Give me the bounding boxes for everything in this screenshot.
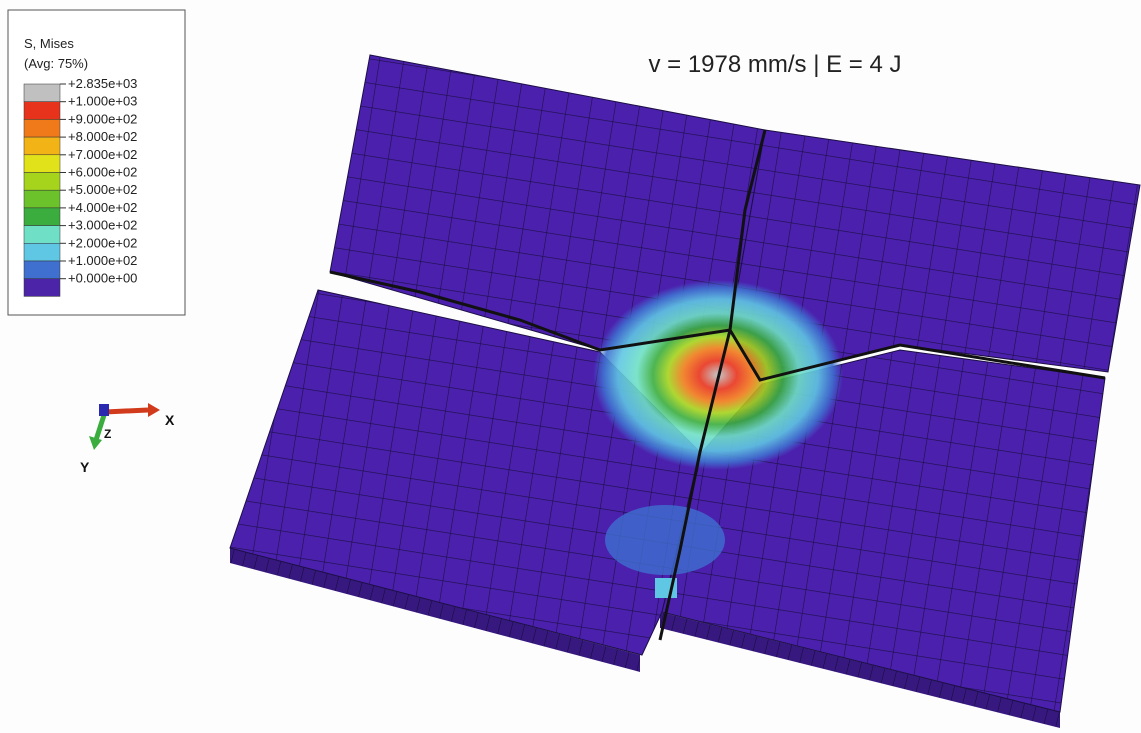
legend-label: +0.000e+00 bbox=[68, 271, 137, 286]
legend-swatch bbox=[24, 137, 60, 155]
legend-label: +7.000e+02 bbox=[68, 147, 137, 162]
legend-swatch bbox=[24, 173, 60, 191]
legend-label: +1.000e+02 bbox=[68, 253, 137, 268]
legend: S, Mises (Avg: 75%) +2.835e+03 +1.000e+03… bbox=[8, 10, 185, 315]
legend-label: +8.000e+02 bbox=[68, 129, 137, 144]
legend-swatch bbox=[24, 208, 60, 226]
stress-field bbox=[605, 505, 725, 575]
triad-label: Z bbox=[104, 427, 111, 441]
legend-swatch bbox=[24, 155, 60, 173]
legend-title: S, Mises bbox=[24, 36, 74, 51]
plate bbox=[230, 55, 1140, 728]
legend-swatch bbox=[24, 226, 60, 244]
legend-label: +2.000e+02 bbox=[68, 235, 137, 250]
legend-swatch bbox=[24, 119, 60, 137]
legend-label: +6.000e+02 bbox=[68, 165, 137, 180]
legend-swatch bbox=[24, 190, 60, 208]
legend-swatch bbox=[24, 102, 60, 120]
legend-label: +5.000e+02 bbox=[68, 182, 137, 197]
axis-triad: X Y Z bbox=[80, 403, 175, 475]
triad-label: X bbox=[165, 412, 175, 428]
legend-label: +3.000e+02 bbox=[68, 218, 137, 233]
legend-swatch bbox=[24, 279, 60, 297]
legend-subtitle: (Avg: 75%) bbox=[24, 56, 88, 71]
triad-arrow bbox=[89, 436, 102, 450]
title: v = 1978 mm/s | E = 4 J bbox=[648, 51, 901, 78]
legend-swatch bbox=[24, 243, 60, 261]
triad-arrow bbox=[105, 410, 148, 412]
viewport: v = 1978 mm/s | E = 4 J S, Mises (Avg: 7… bbox=[0, 0, 1141, 733]
legend-swatch bbox=[24, 84, 60, 102]
legend-label: +2.835e+03 bbox=[68, 76, 137, 91]
triad-arrow bbox=[99, 404, 109, 416]
scene: v = 1978 mm/s | E = 4 J S, Mises (Avg: 7… bbox=[0, 0, 1141, 733]
triad-arrow bbox=[148, 403, 160, 417]
triad-label: Y bbox=[80, 459, 90, 475]
legend-label: +1.000e+03 bbox=[68, 94, 137, 109]
legend-label: +9.000e+02 bbox=[68, 111, 137, 126]
legend-label: +4.000e+02 bbox=[68, 200, 137, 215]
legend-swatch bbox=[24, 261, 60, 279]
